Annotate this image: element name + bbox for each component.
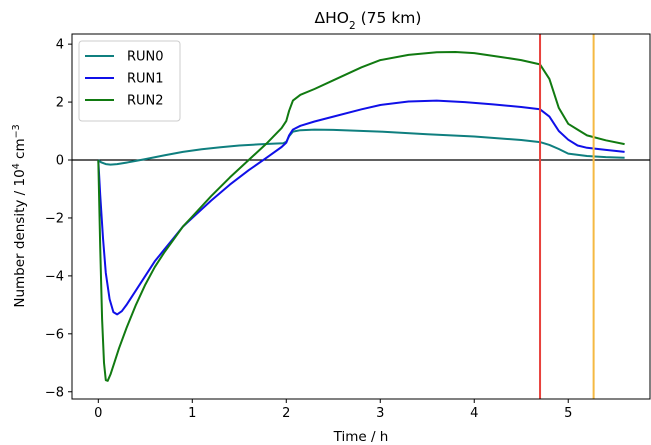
x-axis-label: Time / h: [333, 429, 389, 445]
chart-title: ΔHO2 (75 km): [315, 9, 422, 32]
y-axis: −8 −6 −4 −2 0 2 4: [45, 38, 72, 400]
x-tick-label: 3: [376, 406, 384, 421]
x-tick-label: 0: [94, 406, 102, 421]
x-tick-label: 4: [470, 406, 478, 421]
x-tick-label: 2: [282, 406, 290, 421]
legend-label-run0: RUN0: [127, 50, 164, 65]
series-line-run2: [97, 51, 625, 382]
y-tick-label: −6: [45, 327, 64, 342]
y-tick-label: 4: [56, 38, 64, 53]
series-line-run0: [97, 128, 625, 166]
y-axis-label: Number density / 104 cm−3: [11, 124, 29, 307]
legend-label-run2: RUN2: [127, 94, 164, 109]
x-axis: 0 1 2 3 4 5: [94, 399, 572, 421]
axes-frame: [71, 33, 651, 400]
series-line-run1: [97, 99, 625, 316]
y-tick-label: −2: [45, 211, 64, 226]
y-tick-label: 2: [56, 96, 64, 111]
x-tick-label: 1: [188, 406, 196, 421]
y-tick-label: −8: [45, 385, 64, 400]
y-tick-label: −4: [45, 269, 64, 284]
x-tick-label: 5: [564, 406, 572, 421]
y-tick-label: 0: [56, 154, 64, 169]
plot-area: [72, 34, 650, 399]
legend: RUN0 RUN1 RUN2: [78, 40, 181, 122]
legend-label-run1: RUN1: [127, 72, 164, 87]
